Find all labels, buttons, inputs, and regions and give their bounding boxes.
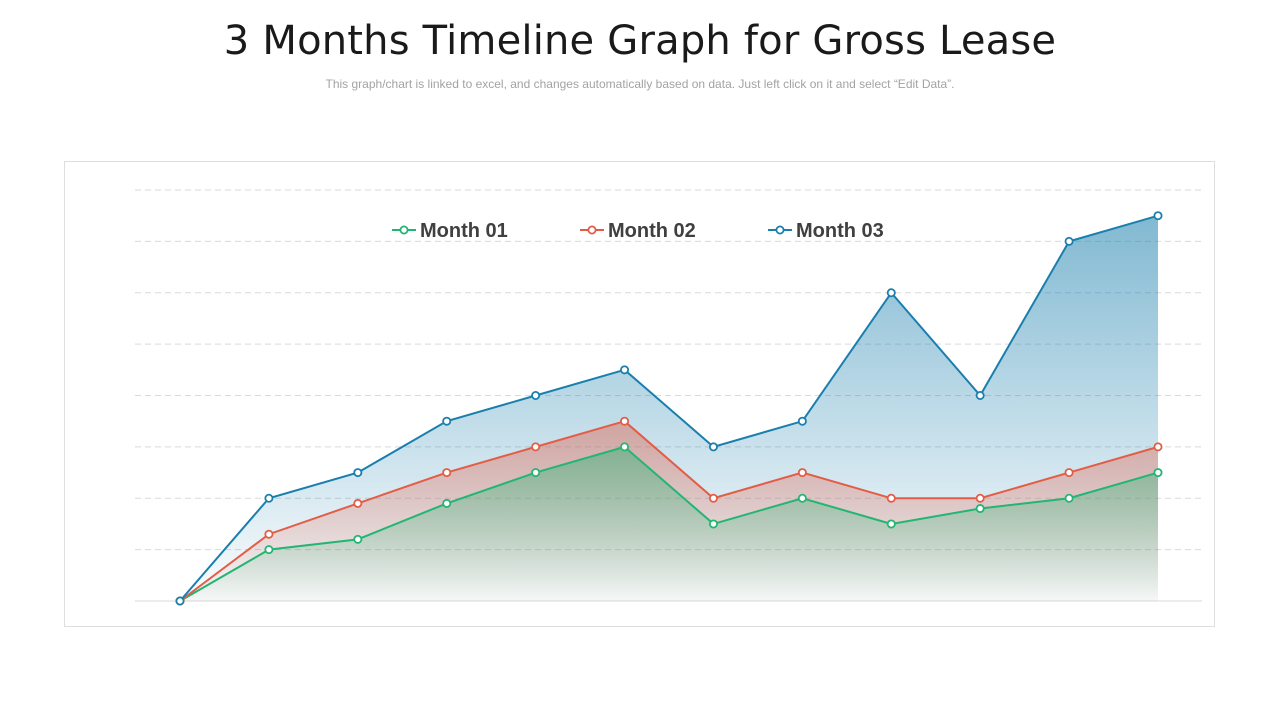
data-point bbox=[353, 534, 363, 544]
legend-label: Month 03 bbox=[796, 220, 884, 242]
data-point bbox=[797, 493, 807, 503]
data-point bbox=[620, 442, 630, 452]
chart-frame bbox=[64, 161, 1215, 627]
data-point bbox=[264, 529, 274, 539]
page-subtitle: This graph/chart is linked to excel, and… bbox=[325, 77, 955, 91]
data-point bbox=[975, 504, 985, 514]
legend-item: Month 03 bbox=[768, 220, 884, 242]
area-fill-1 bbox=[180, 446, 1158, 601]
data-point bbox=[531, 390, 541, 400]
data-point bbox=[1153, 442, 1163, 452]
data-point bbox=[353, 468, 363, 478]
data-point bbox=[1153, 211, 1163, 221]
data-point bbox=[1064, 493, 1074, 503]
legend-item: Month 01 bbox=[392, 220, 508, 242]
legend-swatch-marker bbox=[587, 225, 597, 235]
data-point bbox=[975, 390, 985, 400]
data-point bbox=[264, 493, 274, 503]
data-point bbox=[708, 442, 718, 452]
legend-label: Month 02 bbox=[608, 220, 696, 242]
legend-swatch-marker bbox=[775, 225, 785, 235]
data-point bbox=[442, 416, 452, 426]
data-point bbox=[620, 416, 630, 426]
data-point bbox=[1064, 236, 1074, 246]
data-point bbox=[886, 493, 896, 503]
data-point bbox=[797, 468, 807, 478]
data-point bbox=[975, 493, 985, 503]
legend-item: Month 02 bbox=[580, 220, 696, 242]
data-point bbox=[264, 545, 274, 555]
series-line-3 bbox=[179, 214, 1159, 602]
data-point bbox=[175, 596, 185, 606]
data-point bbox=[1153, 468, 1163, 478]
data-point bbox=[442, 498, 452, 508]
data-point bbox=[531, 468, 541, 478]
data-point bbox=[353, 498, 363, 508]
data-point bbox=[531, 442, 541, 452]
chart-legend: Month 01 Month 02 Month 03 bbox=[392, 220, 884, 242]
data-point bbox=[1064, 468, 1074, 478]
data-point bbox=[886, 288, 896, 298]
data-point bbox=[442, 468, 452, 478]
series-line-1 bbox=[179, 445, 1159, 602]
data-point bbox=[708, 493, 718, 503]
data-point bbox=[797, 416, 807, 426]
series-lines bbox=[179, 214, 1159, 602]
data-point bbox=[886, 519, 896, 529]
legend-label: Month 01 bbox=[420, 220, 508, 242]
data-point bbox=[620, 365, 630, 375]
page-title: 3 Months Timeline Graph for Gross Lease bbox=[223, 18, 1057, 64]
data-point bbox=[708, 519, 718, 529]
legend-swatch-marker bbox=[399, 225, 409, 235]
series-line-2 bbox=[179, 420, 1159, 602]
data-points bbox=[175, 211, 1163, 606]
